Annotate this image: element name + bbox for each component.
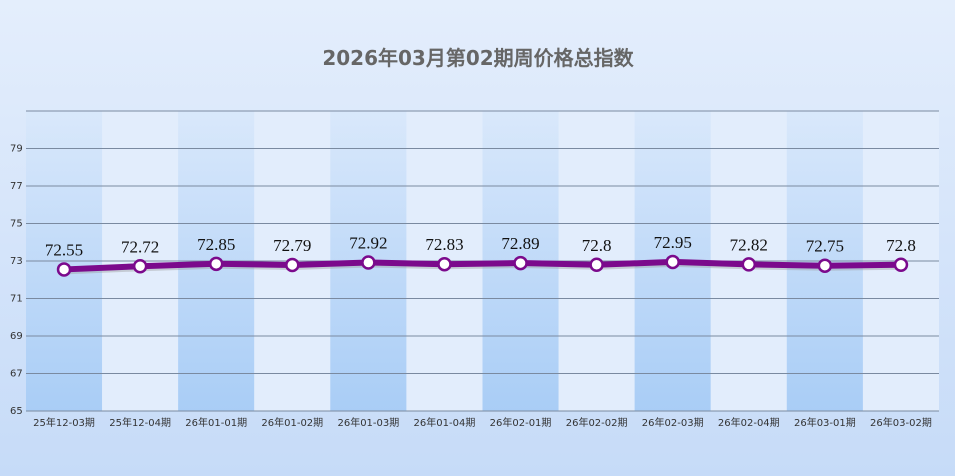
y-tick-label: 75 (10, 219, 23, 230)
point (817, 258, 833, 273)
x-tick-label: 26年03-02期 (870, 416, 932, 429)
point (285, 257, 300, 273)
value-label: 72.89 (501, 234, 539, 253)
chart-title: 2026年03月第02期周价格总指数 (322, 46, 634, 70)
point (513, 255, 528, 271)
point (208, 256, 224, 272)
y-tick-label: 69 (10, 331, 23, 342)
value-label: 72.8 (582, 236, 612, 255)
y-tick-label: 73 (10, 256, 23, 267)
point (589, 257, 604, 272)
x-tick-label: 26年03-01期 (794, 416, 856, 429)
point (56, 262, 72, 277)
value-label: 72.79 (273, 236, 311, 255)
x-tick-label: 26年02-02期 (566, 416, 628, 429)
point (893, 257, 909, 272)
value-label: 72.72 (121, 237, 159, 256)
y-tick-label: 77 (10, 181, 23, 192)
point (665, 254, 680, 270)
point (132, 259, 148, 274)
point (361, 255, 376, 270)
x-tick-label: 26年01-04期 (414, 416, 476, 429)
value-label: 72.8 (886, 236, 916, 255)
x-tick-label: 25年12-04期 (109, 416, 171, 429)
x-tick-label: 26年01-02期 (261, 416, 323, 429)
value-label: 72.75 (806, 237, 844, 256)
value-label: 72.95 (654, 233, 692, 252)
x-tick-label: 26年01-01期 (185, 416, 247, 429)
value-label: 72.92 (349, 234, 387, 253)
y-tick-label: 67 (10, 369, 23, 380)
x-tick-label: 26年02-01期 (490, 416, 552, 429)
x-tick-label: 25年12-03期 (33, 416, 95, 429)
x-tick-label: 26年01-03期 (337, 416, 399, 429)
point (741, 257, 757, 272)
value-label: 72.55 (45, 240, 83, 259)
x-tick-label: 26年02-04期 (718, 416, 780, 429)
y-tick-label: 71 (10, 294, 23, 305)
y-tick-label: 79 (10, 144, 23, 155)
y-tick-label: 65 (10, 406, 23, 417)
series-line (63, 258, 901, 273)
value-label: 72.82 (730, 235, 768, 254)
point (437, 256, 452, 272)
value-label: 72.83 (425, 235, 463, 254)
value-label: 72.85 (197, 235, 235, 254)
x-tick-label: 26年02-03期 (642, 416, 704, 429)
